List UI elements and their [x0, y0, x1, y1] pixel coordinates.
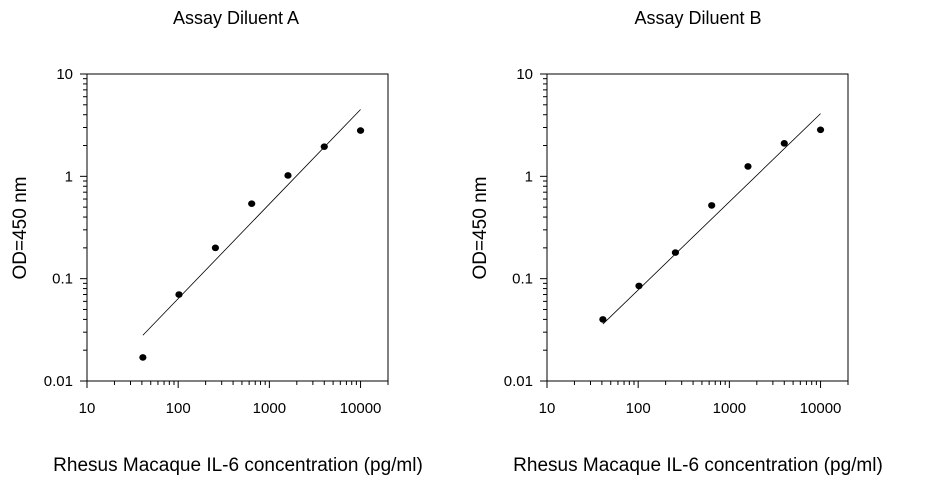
- y-tick-label: 0.1: [52, 271, 73, 288]
- x-tick-label: 100: [166, 400, 191, 417]
- data-point: [780, 140, 788, 147]
- x-tick-label: 1000: [253, 400, 286, 417]
- data-point: [744, 163, 752, 170]
- data-point: [175, 291, 183, 298]
- y-axis-label: OD=450 nm: [470, 177, 491, 280]
- chart-title: Assay Diluent A: [173, 8, 299, 28]
- y-tick-label: 0.1: [512, 271, 533, 288]
- x-tick-label: 10: [79, 400, 96, 417]
- data-point: [635, 282, 643, 290]
- chart-panel-b: Assay Diluent B OD=450 nm Rhesus Macaque…: [470, 8, 883, 476]
- plot-frame: [546, 73, 849, 382]
- fit-line: [602, 113, 821, 325]
- data-point: [248, 200, 256, 208]
- y-tick-label: 0.01: [504, 373, 533, 390]
- data-point: [708, 202, 716, 209]
- data-point: [599, 316, 607, 323]
- data-point: [671, 249, 680, 256]
- plot-area: 10 100 1000 10000 0.01 0.1 1 10: [44, 66, 389, 417]
- y-tick-label: 10: [516, 66, 533, 83]
- x-axis-label: Rhesus Macaque IL-6 concentration (pg/ml…: [513, 455, 883, 476]
- chart-title: Assay Diluent B: [634, 8, 761, 28]
- data-point: [211, 244, 220, 252]
- fit-line: [142, 109, 361, 336]
- x-tick-label: 10: [539, 400, 556, 417]
- plot-frame: [86, 73, 389, 382]
- y-tick-label: 1: [525, 168, 533, 185]
- data-point: [356, 127, 365, 134]
- y-tick-label: 1: [65, 168, 73, 185]
- x-tick-label: 10000: [800, 400, 842, 417]
- chart-panel-a: Assay Diluent A OD=450 nm Rhesus Macaque…: [10, 8, 423, 476]
- x-tick-label: 1000: [713, 400, 746, 417]
- plot-area: 10 100 1000 10000 0.01 0.1 1 10: [504, 66, 849, 417]
- x-tick-label: 10000: [340, 400, 382, 417]
- y-tick-label: 10: [56, 66, 73, 83]
- data-point: [139, 354, 147, 361]
- data-point: [816, 126, 825, 134]
- x-axis-label: Rhesus Macaque IL-6 concentration (pg/ml…: [53, 455, 423, 476]
- data-point: [284, 172, 292, 179]
- y-axis-label: OD=450 nm: [10, 177, 31, 280]
- data-point: [320, 143, 328, 150]
- y-tick-label: 0.01: [44, 373, 73, 390]
- x-tick-label: 100: [626, 400, 651, 417]
